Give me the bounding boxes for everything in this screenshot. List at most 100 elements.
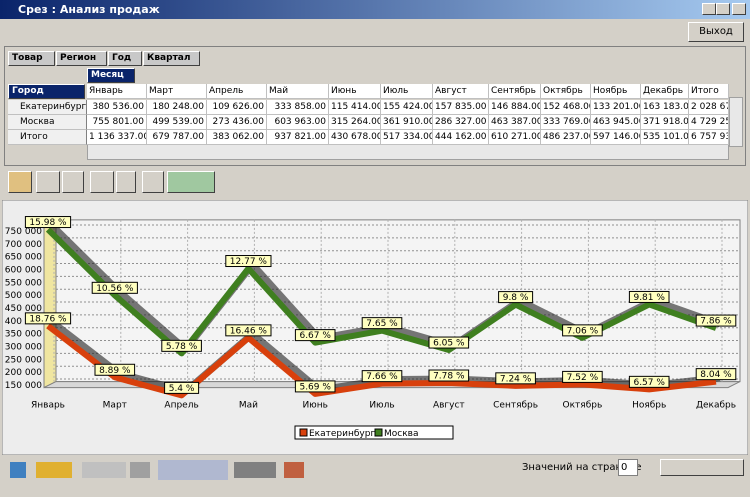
point-label: 10.56 % [96,284,134,294]
point-label: 7.24 % [500,374,532,384]
point-label: 8.04 % [700,370,732,380]
legend-swatch [299,428,308,437]
y-tick-label: 600 000 [5,266,42,276]
x-tick-label: Апрель [164,401,198,411]
point-label-box [695,314,737,327]
point-label-box [498,291,534,304]
tool-button[interactable] [142,171,164,193]
point-label: 6.05 % [433,339,465,349]
y-tick-label: 350 000 [5,330,42,340]
point-label-box [24,216,72,229]
column-header: Июнь [329,84,381,99]
point-label-box [361,370,403,383]
point-label-box [428,336,470,349]
horizontal-scrollbar[interactable] [87,144,729,160]
filter-field[interactable]: Регион [56,51,107,66]
table-cell: 115 414.00 [329,100,381,115]
point-label: 8.89 % [99,366,131,376]
point-label: 16.46 % [230,326,268,336]
point-label: 7.06 % [567,326,599,336]
point-label: 5.4 % [169,384,195,394]
column-header: Ноябрь [591,84,641,99]
point-label: 7.65 % [366,319,398,329]
point-label-box [628,290,670,303]
x-tick-label: Сентябрь [493,401,538,411]
tool-button[interactable] [36,171,60,193]
x-tick-label: Июль [369,401,394,411]
filter-field[interactable]: Год [108,51,142,66]
tool-icon[interactable] [82,462,126,478]
point-label-box [94,363,136,376]
table-cell: 109 626.00 [207,100,267,115]
table-cell: 146 884.00 [489,100,541,115]
vertical-scrollbar[interactable] [729,97,743,147]
minimize-button[interactable] [702,3,716,15]
table-cell: 679 787.00 [147,130,207,145]
column-header: Январь [87,84,147,99]
tool-icon[interactable] [158,460,228,480]
y-tick-label: 500 000 [5,291,42,301]
y-tick-label: 400 000 [5,317,42,327]
row-field[interactable]: Город [8,84,85,99]
bottom-toolbar: Значений на странице 0 [0,456,750,497]
x-tick-label: Август [433,401,465,411]
table-cell: 361 910.00 [381,115,433,130]
table-cell: 152 468.00 [541,100,591,115]
point-label: 7.52 % [567,373,599,383]
tool-icon[interactable] [130,462,150,478]
row-header: Москва [8,115,87,130]
point-label: 5.78 % [166,342,198,352]
exit-button[interactable]: Выход [688,22,744,42]
legend-box [294,425,454,440]
table-cell: 315 264.00 [329,115,381,130]
point-label: 7.78 % [433,372,465,382]
column-header: Итого [689,84,729,99]
tool-button[interactable] [62,171,84,193]
column-header: Март [147,84,207,99]
tool-button[interactable] [116,171,136,193]
table-cell: 2 028 67 [689,100,729,115]
table-cell: 603 963.00 [267,115,329,130]
point-label: 18.76 % [29,314,67,324]
column-field[interactable]: Месяц [87,68,135,83]
column-header: Сентябрь [489,84,541,99]
table-cell: 155 424.00 [381,100,433,115]
x-tick-label: Январь [31,401,65,411]
table-cell: 463 387.00 [489,115,541,130]
title-bar: Срез : Анализ продаж [0,0,750,19]
y-tick-label: 550 000 [5,278,42,288]
table-cell: 444 162.00 [433,130,489,145]
point-label-box [628,375,670,388]
tool-icon[interactable] [36,462,72,478]
page-nav[interactable] [660,459,744,476]
tool-icon[interactable] [10,462,26,478]
column-header: Октябрь [541,84,591,99]
filter-field[interactable]: Товар [8,51,55,66]
table-cell: 333 858.00 [267,100,329,115]
y-tick-label: 250 000 [5,355,42,365]
tool-button[interactable] [8,171,32,193]
tool-icon[interactable] [234,462,276,478]
tool-button[interactable] [90,171,114,193]
page-size-label: Значений на странице [522,462,642,473]
tool-icon[interactable] [284,462,304,478]
point-label-box [24,312,72,325]
x-tick-label: Декабрь [696,401,736,411]
point-label-box [562,324,603,337]
table-cell: 6 757 93 [689,130,729,145]
close-button[interactable] [732,3,746,15]
table-cell: 463 945.00 [591,115,641,130]
maximize-button[interactable] [716,3,730,15]
tool-button[interactable] [167,171,215,193]
row-header: Итого [8,130,87,145]
point-label-box [361,317,403,330]
point-label-box [294,329,336,342]
table-cell: 1 136 337.00 [87,130,147,145]
point-label-box [225,255,272,268]
point-label: 9.8 % [503,293,529,303]
page-size-input[interactable]: 0 [618,459,638,476]
filter-field[interactable]: Квартал [143,51,200,66]
legend-label: Екатеринбург [309,429,375,439]
legend-swatch [374,428,383,437]
